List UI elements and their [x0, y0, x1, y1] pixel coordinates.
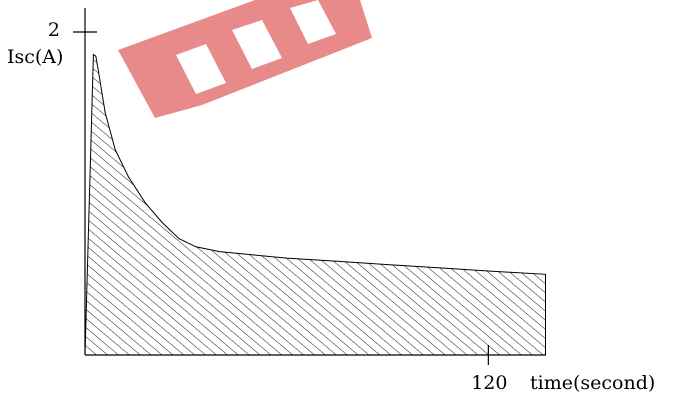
x-axis-label: time(second) — [530, 372, 655, 394]
y-tick-label: 2 — [48, 19, 60, 41]
watermark-logo — [118, 0, 372, 118]
watermark-cutout — [176, 44, 226, 94]
current-curve — [84, 53, 546, 356]
tick-marks: 2 120 — [48, 19, 508, 394]
watermark-cutout — [290, 0, 336, 44]
current-area — [85, 54, 546, 355]
watermark-cutout — [232, 20, 282, 69]
y-axis-label: Isc(A) — [7, 46, 63, 68]
x-tick-label: 120 — [471, 372, 507, 394]
watermark-shape — [118, 0, 372, 118]
